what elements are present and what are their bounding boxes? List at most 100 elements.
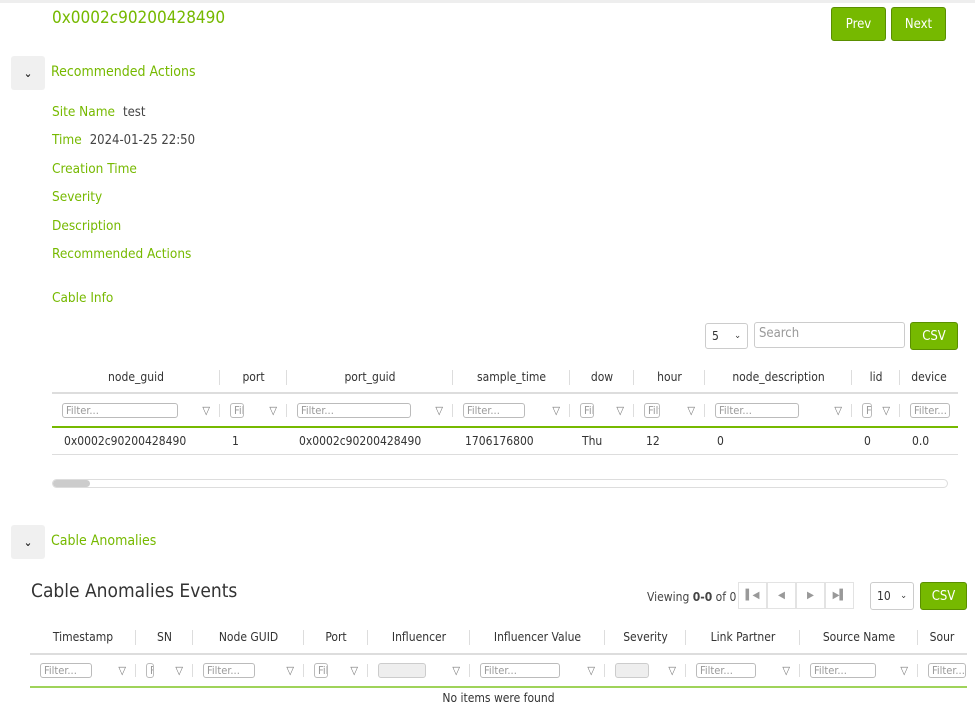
filter-cell: Filter... ▽	[304, 657, 368, 683]
first-page-icon[interactable]: ▌◀	[738, 582, 767, 609]
last-page-icon[interactable]: ▶▌	[825, 582, 854, 609]
filter-input[interactable]: Filter...	[463, 402, 525, 418]
filter-icon[interactable]: ▽	[118, 663, 126, 677]
cable-table-header: node_guid port port_guid sample_time dow hour…	[52, 362, 958, 392]
filter-cell: Filter... ▽	[193, 657, 304, 683]
filter-input[interactable]: Filter...	[644, 402, 660, 418]
filter-input[interactable]: Filter...	[297, 402, 411, 418]
prev-button[interactable]: Prev	[831, 7, 886, 41]
filter-input[interactable]: Filter...	[928, 662, 966, 678]
filter-input[interactable]: Filter...	[862, 402, 872, 418]
events-page-size-select[interactable]: 10 ⌄	[870, 582, 914, 610]
table-cell: 1	[232, 434, 239, 448]
filter-cell: Filter... ▽	[852, 397, 900, 423]
filter-icon[interactable]: ▽	[900, 663, 908, 677]
filter-input[interactable]	[378, 662, 426, 678]
field-0: Site Name test	[52, 104, 145, 120]
prev-page-icon[interactable]: ◀	[767, 582, 796, 609]
filter-icon[interactable]: ▽	[587, 663, 595, 677]
filter-input[interactable]: Filter...	[910, 402, 950, 418]
table-cell: 0x0002c90200428490	[299, 434, 422, 448]
filter-icon[interactable]: ▽	[452, 663, 460, 677]
column-header[interactable]: SN	[136, 622, 193, 652]
filter-input[interactable]: Filter...	[580, 402, 594, 418]
filter-input[interactable]: Filter...	[203, 662, 255, 678]
column-header[interactable]: port	[220, 362, 287, 392]
filter-icon[interactable]: ▽	[834, 403, 842, 417]
column-header[interactable]: device	[911, 370, 947, 384]
field-label: Site Name	[52, 104, 116, 120]
events-table-header: Timestamp SN Node GUID Port Influencer Influe…	[30, 622, 966, 652]
field-label: Creation Time	[52, 161, 137, 177]
filter-icon[interactable]: ▽	[175, 663, 183, 677]
table-cell: 12	[646, 434, 660, 448]
table-cell: 0x0002c90200428490	[64, 434, 187, 448]
field-label: Time	[52, 132, 82, 148]
filter-icon[interactable]: ▽	[202, 403, 210, 417]
csv-button[interactable]: CSV	[910, 322, 958, 350]
filter-input[interactable]: Filter...	[480, 662, 560, 678]
next-button[interactable]: Next	[891, 7, 946, 41]
next-page-icon[interactable]: ▶	[796, 582, 825, 609]
search-input[interactable]: Search	[754, 322, 905, 348]
field-label: Recommended Actions	[52, 246, 192, 262]
filter-icon[interactable]: ▽	[782, 663, 790, 677]
divider	[52, 426, 958, 428]
column-header[interactable]: lid	[852, 362, 900, 392]
filter-input[interactable]: Filter...	[146, 662, 154, 678]
column-header[interactable]: Link Partner	[686, 622, 800, 652]
field-2: Creation Time	[52, 161, 145, 177]
chevron-down-icon[interactable]: ⌄	[11, 525, 45, 559]
filter-cell: Filter... ▽	[470, 657, 605, 683]
filter-input[interactable]	[615, 662, 649, 678]
column-header[interactable]: node_description	[705, 362, 852, 392]
column-header[interactable]: node_guid	[52, 362, 220, 392]
filter-input[interactable]: Filter...	[696, 662, 756, 678]
filter-input[interactable]: Filter...	[715, 402, 799, 418]
horizontal-scrollbar[interactable]	[52, 479, 948, 488]
column-header[interactable]: Port	[304, 622, 368, 652]
filter-cell: Filter... ▽	[453, 397, 570, 423]
filter-input[interactable]: Filter...	[62, 402, 178, 418]
filter-input[interactable]: Filter...	[314, 662, 328, 678]
field-value: test	[123, 105, 146, 120]
column-header[interactable]: Source Name	[800, 622, 918, 652]
filter-icon[interactable]: ▽	[668, 663, 676, 677]
filter-input[interactable]: Filter...	[230, 402, 244, 418]
filter-icon[interactable]: ▽	[687, 403, 695, 417]
filter-icon[interactable]: ▽	[882, 403, 890, 417]
field-3: Severity	[52, 189, 110, 205]
page-size-value: 10	[877, 589, 891, 603]
filter-cell: Filter... ▽	[634, 397, 705, 423]
chevron-down-icon[interactable]: ⌄	[11, 56, 45, 90]
empty-message: No items were found	[442, 691, 555, 705]
filter-icon[interactable]: ▽	[435, 403, 443, 417]
column-header[interactable]: dow	[570, 362, 634, 392]
section-cable-anomalies[interactable]: Cable Anomalies	[51, 533, 157, 549]
divider	[30, 653, 967, 655]
filter-cell: ▽	[368, 657, 470, 683]
filter-icon[interactable]: ▽	[286, 663, 294, 677]
scrollbar-thumb[interactable]	[53, 480, 90, 487]
filter-input[interactable]: Filter...	[810, 662, 876, 678]
column-header[interactable]: port_guid	[287, 362, 453, 392]
table-row[interactable]: 0x0002c90200428490 1 0x0002c90200428490 170…	[52, 428, 958, 454]
events-csv-button[interactable]: CSV	[920, 582, 967, 610]
section-recommended-actions[interactable]: Recommended Actions	[51, 64, 196, 80]
column-header[interactable]: Influencer Value	[470, 622, 605, 652]
filter-icon[interactable]: ▽	[616, 403, 624, 417]
filter-icon[interactable]: ▽	[269, 403, 277, 417]
filter-icon[interactable]: ▽	[552, 403, 560, 417]
field-5: Recommended Actions	[52, 246, 199, 262]
column-header[interactable]: hour	[634, 362, 705, 392]
column-header[interactable]: Severity	[605, 622, 686, 652]
column-header[interactable]: Node GUID	[193, 622, 304, 652]
filter-input[interactable]: Filter...	[40, 662, 92, 678]
page-size-select[interactable]: 5 ⌄	[705, 323, 748, 349]
column-header[interactable]: Timestamp	[30, 622, 136, 652]
filter-icon[interactable]: ▽	[350, 663, 358, 677]
column-header[interactable]: sample_time	[453, 362, 570, 392]
column-header[interactable]: Sour	[929, 630, 955, 644]
column-header[interactable]: Influencer	[368, 622, 470, 652]
viewing-total: of 0	[712, 590, 737, 604]
